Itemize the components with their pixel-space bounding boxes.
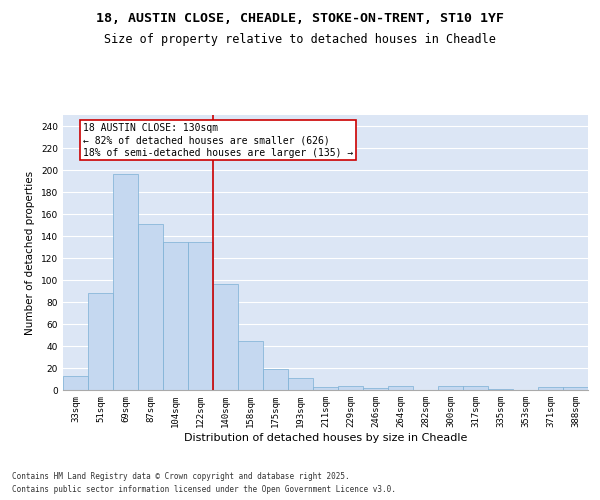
Bar [163, 242, 188, 390]
Bar [338, 386, 363, 390]
Bar [88, 293, 113, 390]
Bar [188, 242, 213, 390]
Bar [263, 369, 288, 390]
Bar [363, 388, 388, 390]
Bar [438, 386, 463, 390]
Bar [538, 386, 563, 390]
Bar [238, 340, 263, 390]
Bar [288, 378, 313, 390]
Text: Contains public sector information licensed under the Open Government Licence v3: Contains public sector information licen… [12, 485, 396, 494]
Bar [63, 376, 88, 390]
Bar [313, 386, 338, 390]
Bar [563, 386, 588, 390]
Bar [113, 174, 138, 390]
X-axis label: Distribution of detached houses by size in Cheadle: Distribution of detached houses by size … [184, 432, 467, 442]
Text: Contains HM Land Registry data © Crown copyright and database right 2025.: Contains HM Land Registry data © Crown c… [12, 472, 350, 481]
Text: 18 AUSTIN CLOSE: 130sqm
← 82% of detached houses are smaller (626)
18% of semi-d: 18 AUSTIN CLOSE: 130sqm ← 82% of detache… [83, 122, 353, 158]
Bar [213, 284, 238, 390]
Y-axis label: Number of detached properties: Number of detached properties [25, 170, 35, 334]
Bar [488, 389, 513, 390]
Bar [138, 224, 163, 390]
Text: Size of property relative to detached houses in Cheadle: Size of property relative to detached ho… [104, 32, 496, 46]
Text: 18, AUSTIN CLOSE, CHEADLE, STOKE-ON-TRENT, ST10 1YF: 18, AUSTIN CLOSE, CHEADLE, STOKE-ON-TREN… [96, 12, 504, 26]
Bar [388, 386, 413, 390]
Bar [463, 386, 488, 390]
